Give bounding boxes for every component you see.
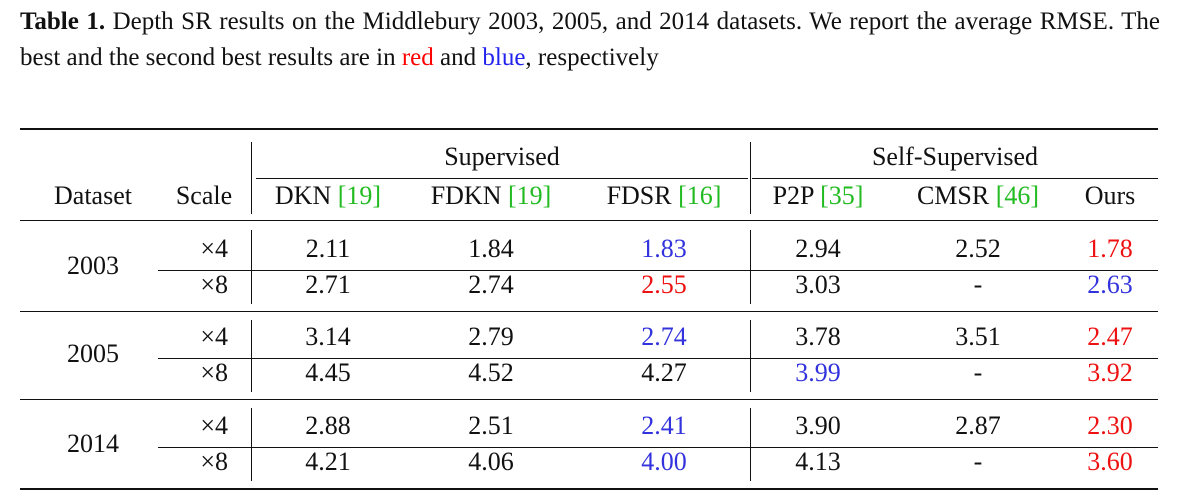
scale-rule-2005 (158, 358, 1158, 359)
value-cell: 2.88 (305, 411, 351, 440)
citation-link[interactable]: [19] (337, 181, 382, 210)
value-cell: 1.84 (468, 234, 514, 263)
value-cell: 4.13 (795, 447, 841, 476)
value-cell: 4.27 (641, 358, 687, 387)
value-cell: 2.74 (641, 322, 687, 351)
value-cell: 2.71 (305, 270, 351, 299)
value-cell: - (973, 447, 983, 476)
value-cell: 2.79 (468, 322, 514, 351)
header-method-4: CMSR [46] (893, 180, 1063, 212)
header-method-name: FDSR (606, 181, 679, 210)
vline-header-1 (251, 142, 252, 214)
vline-2005-2 (750, 320, 751, 392)
table-caption: Table 1. Depth SR results on the Middleb… (20, 4, 1160, 76)
scale-cell: ×4 (200, 234, 228, 263)
citation-link[interactable]: [16] (678, 181, 722, 210)
value-cell: 4.45 (305, 358, 351, 387)
caption-blue-word: blue (482, 44, 526, 71)
value-cell: 3.92 (1087, 358, 1133, 387)
value-cell: 4.52 (468, 358, 514, 387)
citation-link[interactable]: [46] (995, 181, 1040, 210)
value-cell: 3.51 (955, 322, 1001, 351)
scale-rule-2014 (158, 447, 1158, 448)
header-method-5: Ours (1065, 180, 1155, 212)
top-rule (20, 128, 1158, 130)
group-header-supervised: Supervised (444, 142, 560, 171)
header-method-name: P2P (772, 181, 821, 210)
scale-cell: ×4 (200, 322, 228, 351)
caption-red-word: red (401, 44, 434, 71)
value-cell: - (973, 270, 983, 299)
scale-rule-2003 (158, 270, 1158, 271)
vline-2005-1 (251, 320, 252, 392)
value-cell: 4.06 (468, 447, 514, 476)
value-cell: 2.55 (641, 270, 687, 299)
scale-cell: ×8 (200, 358, 228, 387)
header-method-name: DKN (274, 181, 338, 210)
scale-cell: ×4 (200, 411, 228, 440)
group-rule-2003 (20, 311, 1158, 312)
value-cell: 2.11 (305, 234, 351, 263)
scale-cell: ×8 (200, 270, 228, 299)
value-cell: 3.14 (305, 322, 351, 351)
scale-cell: ×8 (200, 447, 228, 476)
header-method-name: FDKN (430, 181, 508, 210)
caption-text-after: , respectively (525, 44, 659, 71)
vline-2014-2 (750, 408, 751, 481)
value-cell: 1.83 (641, 234, 687, 263)
dataset-cell: 2014 (67, 429, 119, 458)
group-rule-2005 (20, 399, 1158, 400)
dataset-cell: 2003 (67, 251, 119, 280)
value-cell: 1.78 (1087, 234, 1133, 263)
value-cell: 3.78 (795, 322, 841, 351)
value-cell: - (973, 358, 983, 387)
value-cell: 4.21 (305, 447, 351, 476)
caption-text-before: Depth SR results on the Middlebury 2003,… (20, 8, 1160, 71)
value-cell: 2.41 (641, 411, 687, 440)
value-cell: 2.47 (1087, 322, 1133, 351)
group-header-self-supervised: Self-Supervised (871, 142, 1039, 171)
value-cell: 3.03 (795, 270, 841, 299)
value-cell: 2.63 (1087, 270, 1133, 299)
vline-2014-1 (251, 408, 252, 481)
value-cell: 3.60 (1087, 447, 1133, 476)
dataset-cell: 2005 (67, 339, 119, 368)
header-method-2: FDSR [16] (579, 180, 749, 212)
value-cell: 3.99 (795, 358, 841, 387)
value-cell: 2.52 (955, 234, 1001, 263)
header-method-1: FDKN [19] (406, 180, 576, 212)
caption-label: Table 1. (20, 8, 106, 35)
value-cell: 3.90 (795, 411, 841, 440)
value-cell: 2.87 (955, 411, 1001, 440)
supervised-underline (256, 178, 748, 179)
value-cell: 2.30 (1087, 411, 1133, 440)
vline-2003-1 (251, 230, 252, 304)
caption-and-word: and (433, 44, 483, 71)
value-cell: 4.00 (641, 447, 687, 476)
vline-header-2 (750, 142, 751, 214)
header-method-3: P2P [35] (753, 180, 883, 212)
header-dataset: Dataset (54, 181, 132, 210)
header-method-name: Ours (1084, 181, 1136, 210)
citation-link[interactable]: [35] (820, 181, 864, 210)
header-scale: Scale (175, 181, 233, 210)
self-supervised-underline (752, 178, 1158, 179)
header-method-0: DKN [19] (258, 180, 398, 212)
value-cell: 2.51 (468, 411, 514, 440)
value-cell: 2.74 (468, 270, 514, 299)
header-rule (20, 220, 1158, 221)
citation-link[interactable]: [19] (507, 181, 552, 210)
bottom-rule (20, 488, 1158, 490)
value-cell: 2.94 (795, 234, 841, 263)
vline-2003-2 (750, 230, 751, 304)
header-method-name: CMSR (916, 181, 996, 210)
